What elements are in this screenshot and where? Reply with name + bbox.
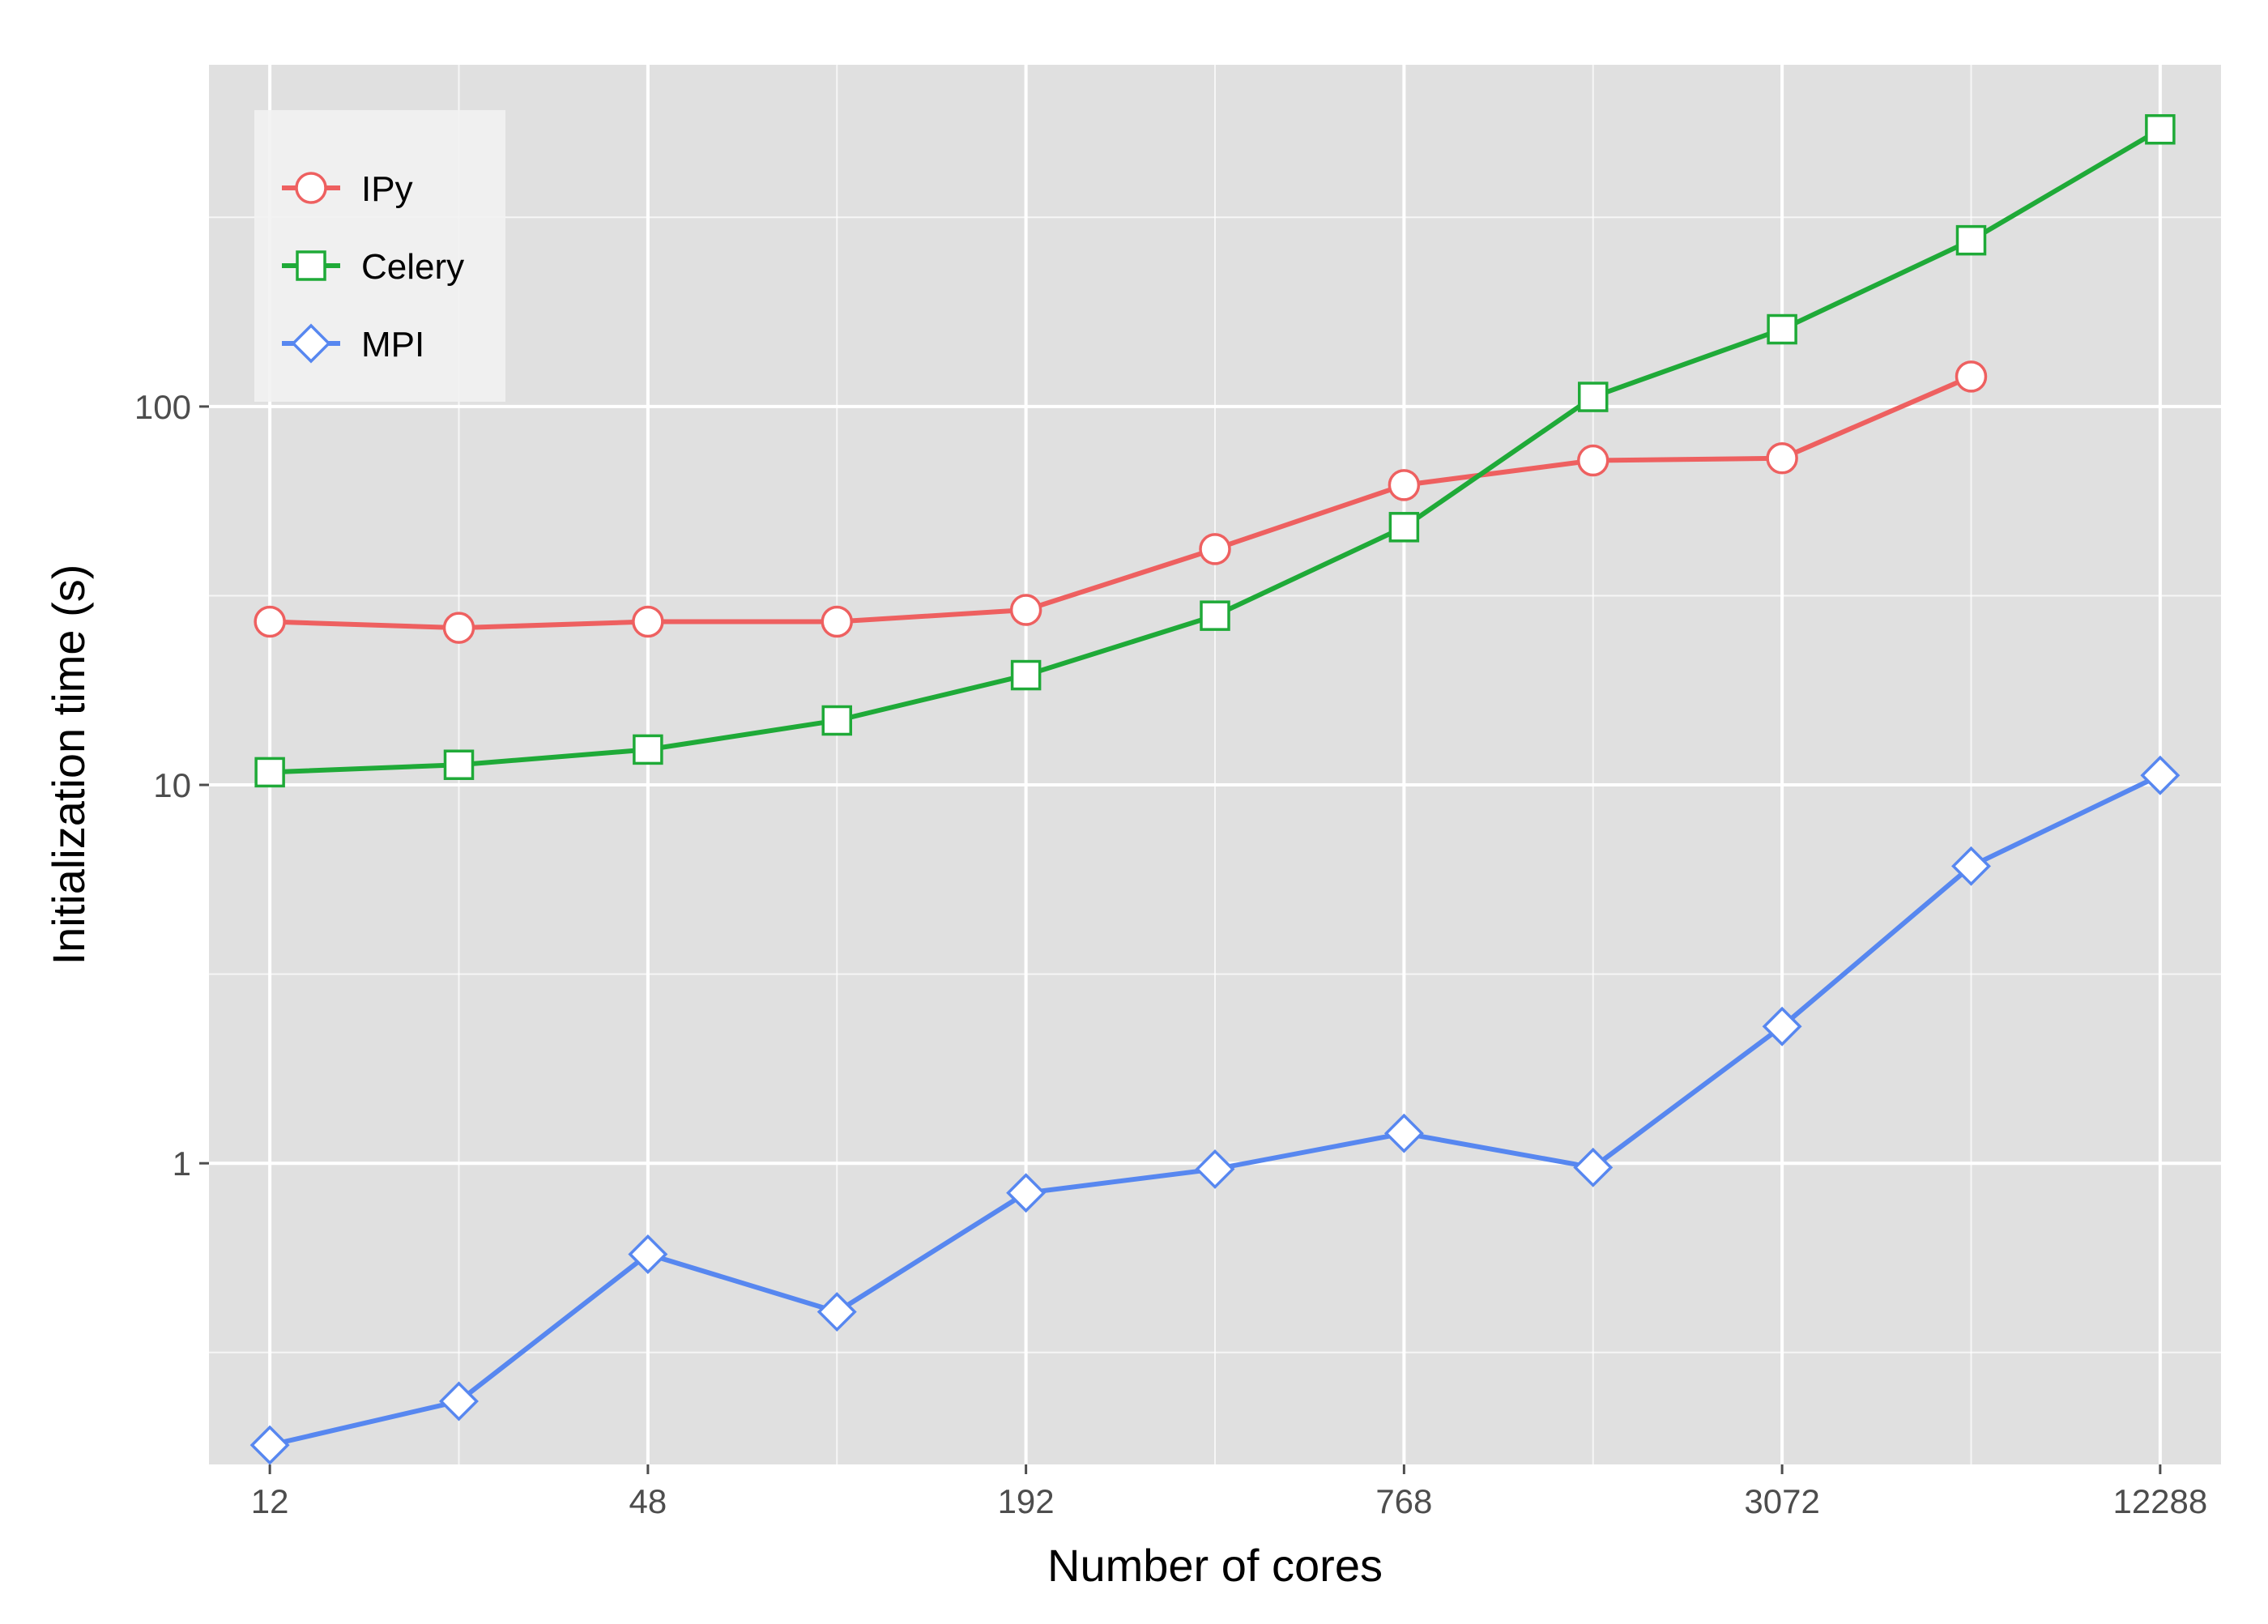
data-point-ipy [1388, 469, 1421, 501]
data-point-celery [1955, 224, 1987, 256]
x-tick-label: 48 [629, 1482, 667, 1520]
data-point-mpi [249, 1425, 290, 1465]
data-point-celery [1010, 659, 1042, 691]
data-point-ipy [1576, 444, 1609, 477]
legend-item-mpi: MPI [282, 323, 424, 364]
data-point-mpi [1195, 1149, 1235, 1189]
y-axis: 1 10 100 [134, 388, 209, 1183]
x-tick-label: 12 [251, 1482, 289, 1520]
data-point-celery [1200, 600, 1230, 631]
data-point-mpi [1383, 1113, 1424, 1153]
data-point-mpi [1006, 1173, 1047, 1213]
y-tick-label: 10 [153, 766, 191, 804]
legend-marker-mpi [291, 323, 331, 364]
data-point-ipy [1766, 441, 1798, 475]
data-point-celery [1388, 512, 1420, 543]
data-point-mpi [816, 1292, 857, 1332]
x-tick-label: 192 [998, 1482, 1055, 1520]
data-point-celery [2145, 113, 2176, 145]
data-point-celery [254, 757, 285, 788]
data-point-celery [633, 734, 663, 765]
x-axis: 12 48 192 768 3072 12288 [251, 1464, 2207, 1520]
data-point-celery [1767, 313, 1797, 345]
x-tick-label: 12288 [2112, 1482, 2207, 1520]
legend-item-ipy: IPy [282, 169, 413, 209]
data-point-celery [1577, 381, 1609, 412]
y-axis-title: Initialization time (s) [43, 565, 94, 965]
legend: IPy Celery MPI [254, 110, 505, 402]
y-tick-label: 100 [134, 388, 191, 426]
data-point-mpi [1951, 846, 1991, 886]
data-point-ipy [1009, 594, 1042, 626]
series-line-ipy [267, 373, 1974, 631]
data-point-mpi [1762, 1006, 1802, 1046]
series-layer [249, 113, 2181, 1465]
x-axis-title: Number of cores [1047, 1540, 1383, 1591]
data-point-mpi [628, 1234, 668, 1274]
series-celery [254, 113, 2176, 788]
data-point-ipy [1955, 360, 1988, 393]
data-point-mpi [439, 1381, 479, 1422]
series-mpi [249, 755, 2181, 1465]
legend-item-celery: Celery [282, 247, 464, 287]
data-point-celery [821, 705, 853, 736]
data-point-ipy [632, 605, 664, 638]
data-point-ipy [821, 605, 854, 638]
series-ipy [254, 360, 1988, 644]
legend-label-celery: Celery [361, 247, 464, 287]
legend-marker-ipy [295, 172, 327, 204]
y-tick-label: 1 [173, 1144, 191, 1183]
data-point-ipy [254, 605, 286, 638]
legend-marker-celery [296, 250, 326, 281]
data-point-celery [443, 749, 475, 780]
data-point-mpi [1573, 1147, 1614, 1187]
legend-label-mpi: MPI [361, 325, 424, 364]
x-tick-label: 768 [1375, 1482, 1432, 1520]
data-point-ipy [1199, 533, 1231, 565]
legend-label-ipy: IPy [361, 169, 413, 209]
minor-gridlines [209, 65, 2221, 1464]
data-point-ipy [442, 612, 475, 644]
data-point-mpi [2140, 755, 2181, 795]
x-tick-label: 3072 [1744, 1482, 1819, 1520]
